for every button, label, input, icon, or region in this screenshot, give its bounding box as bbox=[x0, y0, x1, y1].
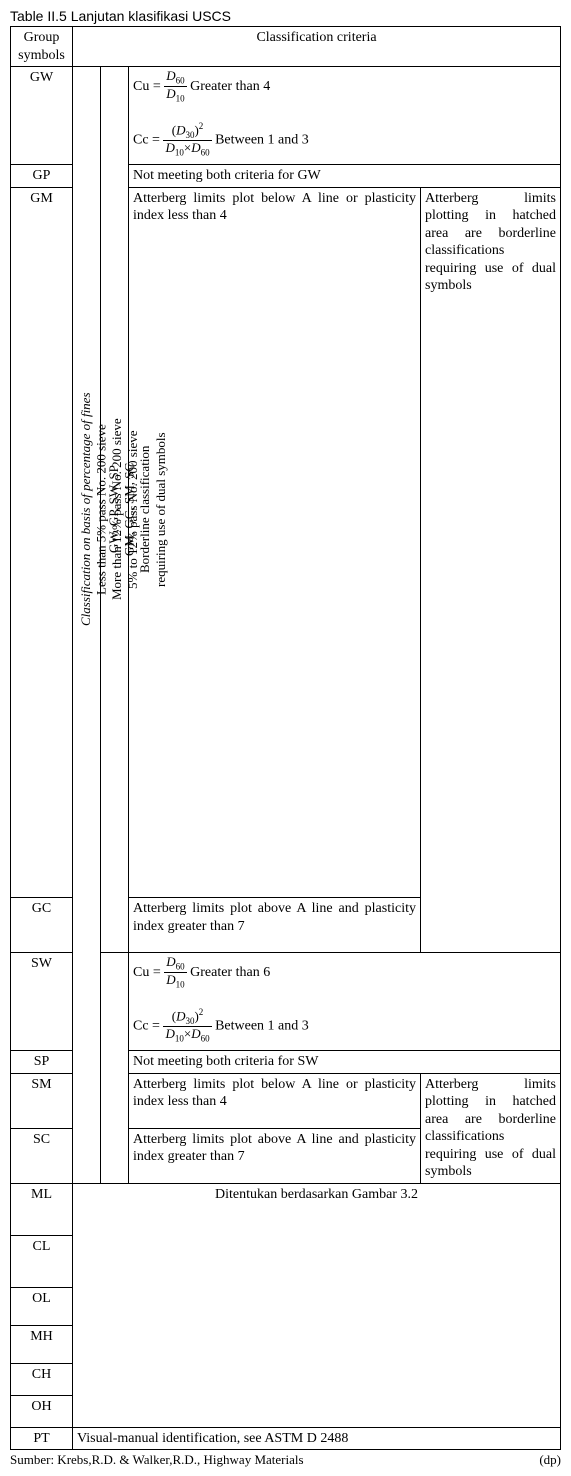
criteria-gm: Atterberg limits plot below A line or pl… bbox=[129, 187, 421, 898]
v-fines-heading: Classification on basis of percentage of… bbox=[78, 393, 93, 627]
symbol-mh: MH bbox=[11, 1325, 73, 1363]
s60n: 60 bbox=[176, 76, 185, 86]
s30n2: 30 bbox=[185, 1015, 194, 1025]
symbol-gm: GM bbox=[11, 187, 73, 898]
symbol-ch: CH bbox=[11, 1363, 73, 1395]
symbol-sm: SM bbox=[11, 1073, 73, 1128]
v-col2c2: requiring use of dual symbols bbox=[153, 432, 168, 587]
vertical-fines-column: Classification on basis of percentage of… bbox=[73, 67, 101, 1184]
header-group-symbols: Group symbols bbox=[11, 27, 73, 67]
criteria-sm-sc-hatched: Atterberg limits plotting in hatched are… bbox=[421, 1073, 561, 1183]
criteria-sm: Atterberg limits plot below A line or pl… bbox=[129, 1073, 421, 1128]
s10d3: 10 bbox=[176, 980, 185, 990]
bt13: Between 1 and 3 bbox=[215, 132, 309, 147]
criteria-sc: Atterberg limits plot above A line and p… bbox=[129, 1128, 421, 1183]
symbol-ol: OL bbox=[11, 1287, 73, 1325]
tm2: × bbox=[184, 1026, 191, 1041]
s60d2: 60 bbox=[201, 148, 210, 158]
uscs-table: Group symbols Classification criteria GW… bbox=[10, 26, 561, 1450]
d60d2: D bbox=[191, 140, 200, 155]
symbol-gw: GW bbox=[11, 67, 73, 165]
source-right: (dp) bbox=[539, 1452, 561, 1468]
source-left: Sumber: Krebs,R.D. & Walker,R.D., Highwa… bbox=[10, 1452, 304, 1468]
symbol-ml: ML bbox=[11, 1183, 73, 1235]
criteria-sw: Cu = D60 D10 Greater than 6 Cc = (D30)2 … bbox=[129, 953, 561, 1051]
vertical-dual-column-lower bbox=[101, 953, 129, 1184]
symbol-gc: GC bbox=[11, 898, 73, 953]
sq2: 2 bbox=[199, 1007, 204, 1017]
bt13b: Between 1 and 3 bbox=[215, 1018, 309, 1033]
symbol-cl: CL bbox=[11, 1235, 73, 1287]
criteria-gp: Not meeting both criteria for GW bbox=[129, 165, 561, 188]
d10d4: D bbox=[165, 1026, 174, 1041]
s60n2: 60 bbox=[176, 962, 185, 972]
s10d: 10 bbox=[176, 94, 185, 104]
symbol-oh: OH bbox=[11, 1395, 73, 1427]
sq1: 2 bbox=[199, 121, 204, 131]
criteria-gw: Cu = D60 D10 Greater than 4 Cc = (D30)2 … bbox=[129, 67, 561, 165]
s10d4: 10 bbox=[175, 1034, 184, 1044]
symbol-pt: PT bbox=[11, 1427, 73, 1450]
v-col2c1: Borderline classification bbox=[137, 446, 152, 573]
criteria-gc: Atterberg limits plot above A line and p… bbox=[129, 898, 421, 953]
symbol-sc: SC bbox=[11, 1128, 73, 1183]
d30n2: D bbox=[176, 1008, 185, 1023]
table-caption: Table II.5 Lanjutan klasifikasi USCS bbox=[10, 8, 561, 24]
d10d3: D bbox=[166, 972, 175, 987]
criteria-sp: Not meeting both criteria for SW bbox=[129, 1051, 561, 1074]
vertical-dual-column-upper: GW, GP, SW, SP GM, GC, SM, SC Borderline… bbox=[101, 67, 129, 953]
header-criteria: Classification criteria bbox=[73, 27, 561, 67]
symbol-gp: GP bbox=[11, 165, 73, 188]
v-col2b: GM, GC, SM, SC bbox=[122, 463, 137, 556]
criteria-pt: Visual-manual identification, see ASTM D… bbox=[73, 1427, 561, 1450]
d60d4: D bbox=[191, 1026, 200, 1041]
gt6: Greater than 6 bbox=[190, 965, 270, 980]
v-col2a: GW, GP, SW, SP bbox=[106, 466, 121, 554]
d60n2: D bbox=[166, 954, 175, 969]
symbol-sw: SW bbox=[11, 953, 73, 1051]
gt4: Greater than 4 bbox=[190, 79, 270, 94]
s60d4: 60 bbox=[201, 1034, 210, 1044]
source-line: Sumber: Krebs,R.D. & Walker,R.D., Highwa… bbox=[10, 1452, 561, 1468]
cu-label2: Cu = bbox=[133, 965, 164, 980]
criteria-gm-gc-hatched: Atterberg limits plotting in hatched are… bbox=[421, 187, 561, 953]
s10d2: 10 bbox=[175, 148, 184, 158]
symbol-sp: SP bbox=[11, 1051, 73, 1074]
cc-label2: Cc = bbox=[133, 1018, 163, 1033]
criteria-fine-grained: Ditentukan berdasarkan Gambar 3.2 bbox=[73, 1183, 561, 1427]
